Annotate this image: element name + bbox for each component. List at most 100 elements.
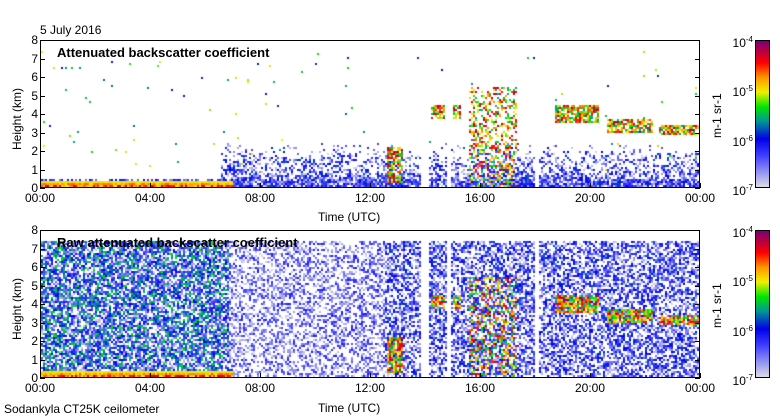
y-tick-mark [40, 267, 45, 268]
colorbar-tick-label: 10-4 [732, 35, 753, 50]
x-tick-label: 04:00 [134, 381, 166, 395]
raw-backscatter-heatmap [41, 231, 699, 377]
y-tick-label: 3 [31, 315, 38, 330]
plot-title: Attenuated backscatter coefficient [57, 45, 270, 60]
y-tick-label: 5 [31, 278, 38, 293]
y-tick-label: 6 [31, 260, 38, 274]
y-tick-mark [695, 132, 700, 134]
plot-title: Raw attenuated backscatter coefficient [57, 235, 298, 250]
y-tick-mark [40, 169, 45, 171]
y-tick-mark [40, 285, 45, 287]
x-tick-mark [700, 373, 701, 378]
y-axis-label: Height (km) [10, 87, 24, 150]
backscatter-heatmap [41, 41, 699, 187]
x-tick-label: 20:00 [574, 191, 606, 205]
y-tick-label: 1 [31, 352, 38, 367]
raw-backscatter-plot: Raw attenuated backscatter coefficient [40, 230, 700, 378]
x-tick-mark [370, 373, 371, 378]
y-tick-mark [40, 230, 45, 231]
x-tick-label: 12:00 [354, 191, 386, 205]
y-tick-mark [40, 114, 45, 115]
x-tick-mark [150, 373, 151, 378]
y-tick-label: 2 [31, 334, 38, 348]
x-tick-label: 08:00 [244, 381, 276, 395]
y-tick-mark [695, 304, 700, 305]
x-tick-label: 00:00 [24, 191, 56, 205]
y-tick-mark [695, 322, 700, 324]
x-tick-mark [260, 183, 261, 188]
date-label: 5 July 2016 [40, 23, 102, 37]
y-tick-mark [695, 114, 700, 115]
colorbar-tick-label: 10-4 [732, 225, 753, 240]
y-tick-mark [695, 169, 700, 171]
x-tick-label: 16:00 [464, 191, 496, 205]
y-tick-mark [695, 359, 700, 361]
y-tick-label: 0 [31, 181, 38, 195]
x-tick-mark [590, 373, 591, 378]
x-tick-label: 08:00 [244, 191, 276, 205]
y-tick-mark [40, 378, 45, 379]
y-tick-mark [695, 95, 700, 97]
colorbar-tick-label: 10-5 [732, 274, 753, 290]
x-tick-label: 00:00 [684, 381, 716, 395]
y-tick-label: 3 [31, 125, 38, 140]
y-tick-label: 8 [31, 33, 38, 47]
y-tick-mark [40, 40, 45, 41]
x-tick-label: 00:00 [684, 191, 716, 205]
colorbar-tick-label: 10-5 [732, 84, 753, 100]
colorbar-tick-label: 10-6 [732, 133, 753, 149]
y-tick-mark [695, 77, 700, 78]
x-tick-mark [590, 183, 591, 188]
y-tick-label: 0 [31, 371, 38, 385]
y-tick-mark [695, 248, 700, 250]
y-tick-mark [40, 95, 45, 97]
y-tick-mark [695, 40, 700, 41]
colorbar-tick-label: 10-7 [732, 183, 753, 198]
y-tick-mark [695, 267, 700, 268]
colorbar-label: m-1 sr-1 [710, 283, 724, 328]
y-tick-mark [40, 132, 45, 134]
colorbar-tick-label: 10-6 [732, 323, 753, 339]
x-tick-mark [40, 373, 41, 378]
y-tick-mark [40, 341, 45, 342]
y-tick-mark [695, 151, 700, 152]
x-tick-mark [40, 183, 41, 188]
x-axis-label: Time (UTC) [318, 210, 381, 224]
x-tick-mark [700, 183, 701, 188]
y-tick-mark [695, 230, 700, 231]
y-tick-mark [40, 304, 45, 305]
y-tick-label: 8 [31, 223, 38, 237]
y-tick-mark [40, 188, 45, 189]
y-tick-mark [40, 322, 45, 324]
x-tick-label: 00:00 [24, 381, 56, 395]
x-axis-label: Time (UTC) [318, 401, 381, 415]
y-tick-label: 2 [31, 144, 38, 158]
y-tick-mark [695, 378, 700, 379]
x-tick-mark [150, 183, 151, 188]
y-tick-mark [40, 359, 45, 361]
x-tick-mark [260, 373, 261, 378]
colorbar [755, 230, 770, 378]
y-tick-label: 4 [31, 297, 38, 311]
y-tick-mark [695, 58, 700, 60]
backscatter-plot: Attenuated backscatter coefficient [40, 40, 700, 188]
y-tick-label: 6 [31, 70, 38, 84]
y-tick-label: 5 [31, 88, 38, 103]
x-tick-label: 04:00 [134, 191, 166, 205]
x-tick-mark [480, 183, 481, 188]
y-tick-label: 1 [31, 162, 38, 177]
y-axis-label: Height (km) [10, 277, 24, 340]
y-tick-mark [695, 341, 700, 342]
y-tick-label: 4 [31, 107, 38, 121]
x-tick-label: 20:00 [574, 381, 606, 395]
y-tick-mark [40, 151, 45, 152]
x-tick-label: 12:00 [354, 381, 386, 395]
y-tick-label: 7 [31, 241, 38, 256]
colorbar [755, 40, 770, 188]
y-tick-mark [695, 188, 700, 189]
x-tick-mark [480, 373, 481, 378]
x-tick-label: 16:00 [464, 381, 496, 395]
y-tick-mark [40, 58, 45, 60]
colorbar-label: m-1 sr-1 [710, 93, 724, 138]
